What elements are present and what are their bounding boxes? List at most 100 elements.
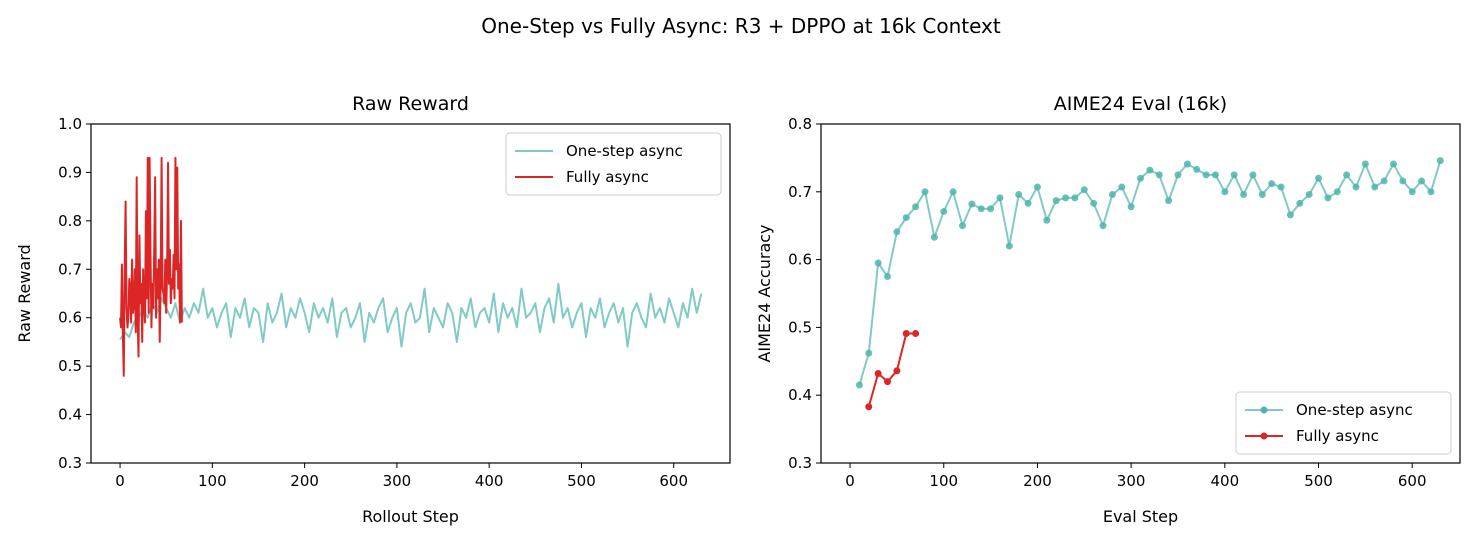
data-point xyxy=(902,214,910,222)
y-tick-label: 0.6 xyxy=(788,251,812,269)
data-point xyxy=(1427,188,1435,196)
data-point xyxy=(968,200,976,208)
axes-frame xyxy=(90,123,731,464)
data-point xyxy=(1436,157,1444,165)
data-point xyxy=(893,367,901,375)
y-tick-label: 0.6 xyxy=(58,309,82,327)
data-point xyxy=(1052,197,1060,205)
data-point xyxy=(1118,183,1126,191)
y-tick-label: 0.4 xyxy=(788,386,812,404)
y-tick-label: 0.4 xyxy=(58,406,82,424)
x-tick-label: 400 xyxy=(1211,472,1240,490)
data-point xyxy=(902,330,910,338)
y-tick-label: 0.8 xyxy=(788,115,812,133)
data-point xyxy=(958,222,966,230)
data-point xyxy=(930,233,938,241)
data-point xyxy=(1062,194,1070,202)
data-point xyxy=(1174,171,1182,179)
data-point xyxy=(1305,191,1313,199)
data-point xyxy=(1249,171,1257,179)
x-tick-label: 600 xyxy=(659,472,688,490)
data-point xyxy=(1230,171,1238,179)
x-tick-label: 200 xyxy=(1023,472,1052,490)
data-point xyxy=(940,207,948,215)
x-tick-label: 100 xyxy=(198,472,227,490)
data-point xyxy=(865,403,873,411)
data-point xyxy=(855,381,863,389)
data-point xyxy=(865,349,873,357)
legend-box xyxy=(1235,391,1452,455)
data-point xyxy=(874,370,882,378)
data-point xyxy=(996,194,1004,202)
data-point xyxy=(1315,174,1323,182)
data-point xyxy=(1183,160,1191,168)
y-tick-label: 0.7 xyxy=(58,260,82,278)
data-point xyxy=(1108,191,1116,199)
data-point xyxy=(1361,160,1369,168)
x-tick-label: 300 xyxy=(1117,472,1146,490)
y-tick-label: 0.3 xyxy=(58,454,82,472)
chart-title: AIME24 Eval (16k) xyxy=(1054,93,1227,115)
axes-frame xyxy=(820,123,1461,464)
y-tick-label: 0.8 xyxy=(58,212,82,230)
data-point xyxy=(1071,194,1079,202)
data-point xyxy=(1090,199,1098,207)
data-point xyxy=(912,203,920,211)
data-point xyxy=(1033,183,1041,191)
data-point xyxy=(949,188,957,196)
data-point xyxy=(1343,171,1351,179)
series-line-fully-async xyxy=(867,332,916,407)
data-point xyxy=(1015,191,1023,199)
data-point xyxy=(884,378,892,386)
data-point xyxy=(874,259,882,267)
series-line-one-step-async xyxy=(119,282,703,348)
y-tick-label: 0.3 xyxy=(788,454,812,472)
x-tick-label: 400 xyxy=(475,472,504,490)
data-point xyxy=(1137,174,1144,182)
data-point xyxy=(1389,160,1397,168)
data-point xyxy=(1240,191,1248,199)
y-axis-label: AIME24 Accuracy xyxy=(755,224,774,362)
chart-title: Raw Reward xyxy=(352,93,469,115)
legend-box xyxy=(505,132,722,196)
x-tick-label: 500 xyxy=(1304,472,1333,490)
legend-marker xyxy=(1260,406,1268,414)
x-tick-label: 300 xyxy=(383,472,412,490)
data-point xyxy=(1380,177,1388,185)
data-point xyxy=(1418,177,1426,185)
data-point xyxy=(884,273,892,281)
y-tick-label: 1.0 xyxy=(58,115,82,133)
x-axis-label: Eval Step xyxy=(1103,507,1178,526)
x-tick-label: 0 xyxy=(115,472,125,490)
data-point xyxy=(1258,191,1266,199)
data-point xyxy=(977,205,985,213)
x-tick-label: 500 xyxy=(567,472,596,490)
data-point xyxy=(1352,183,1360,191)
x-tick-label: 0 xyxy=(845,472,855,490)
data-point xyxy=(1024,199,1032,207)
data-point xyxy=(912,330,920,338)
data-point xyxy=(921,188,929,196)
legend: One-step async Fully async xyxy=(505,132,722,196)
y-tick-label: 0.5 xyxy=(58,357,82,375)
data-point xyxy=(1408,188,1416,196)
y-tick-label: 0.7 xyxy=(788,183,812,201)
data-point xyxy=(1080,186,1088,194)
data-point xyxy=(1399,177,1407,185)
series-line-fully-async xyxy=(119,156,183,377)
x-tick-label: 200 xyxy=(290,472,319,490)
data-point xyxy=(1277,183,1285,191)
data-point xyxy=(1371,183,1379,191)
y-axis-label: Raw Reward xyxy=(15,244,34,342)
data-point xyxy=(1155,171,1163,179)
data-point xyxy=(1165,197,1173,205)
data-point xyxy=(1324,194,1332,202)
data-point xyxy=(1202,171,1210,179)
data-point xyxy=(1193,165,1201,173)
legend-label: Fully async xyxy=(1296,427,1379,445)
y-tick-label: 0.5 xyxy=(788,318,812,336)
legend-label: Fully async xyxy=(566,168,649,186)
data-point xyxy=(1221,188,1229,196)
